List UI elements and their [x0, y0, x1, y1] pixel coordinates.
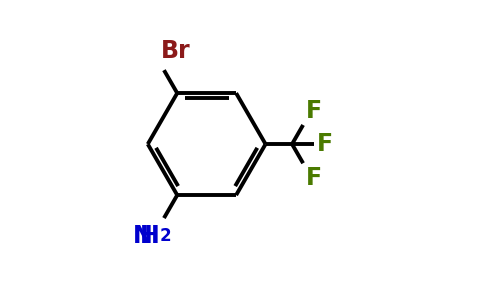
Text: F: F	[305, 166, 321, 190]
Text: 2: 2	[160, 227, 171, 245]
Text: H: H	[140, 224, 160, 248]
Text: F: F	[305, 99, 321, 123]
Text: N: N	[133, 224, 152, 248]
Text: F: F	[317, 132, 333, 156]
Text: Br: Br	[161, 39, 191, 63]
